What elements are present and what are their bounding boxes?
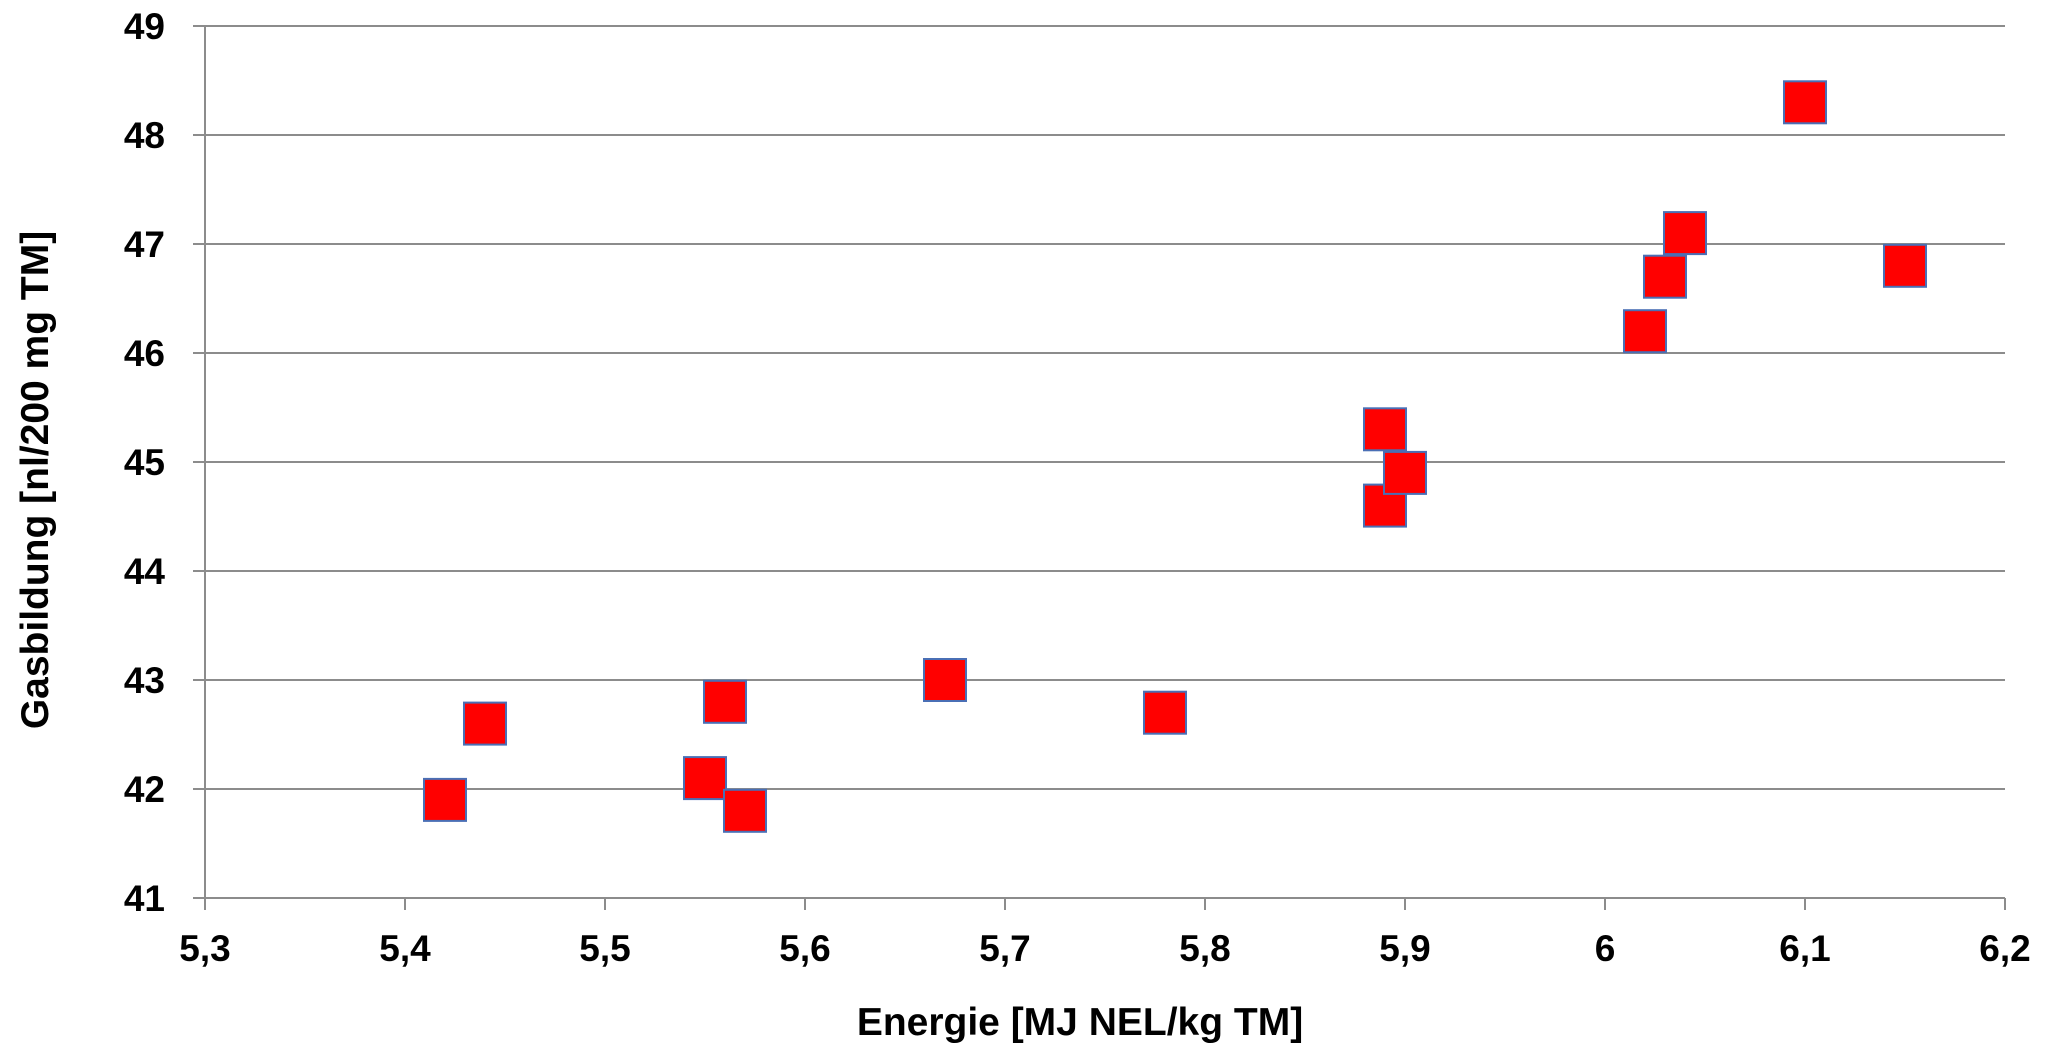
- data-point: [1143, 690, 1187, 735]
- x-tick-label: 5,3: [179, 928, 230, 969]
- x-axis-title: Energie [MJ NEL/kg TM]: [857, 1001, 1303, 1044]
- y-tick-label: 42: [124, 769, 165, 810]
- data-point: [1383, 450, 1427, 495]
- data-point: [1663, 211, 1707, 256]
- y-tick-label: 49: [124, 6, 165, 47]
- data-point: [1783, 80, 1827, 125]
- y-tick-label: 48: [124, 115, 165, 156]
- data-points: [423, 80, 1927, 833]
- tick-labels: 41 42 43 44 45 46 47 48 49 5,3 5,4 5,5 5,6 5,7 5,8 5,9 6…: [124, 6, 2031, 969]
- x-tick-label: 6,2: [1979, 928, 2030, 969]
- gridlines: [205, 25, 2005, 790]
- data-point: [723, 788, 767, 833]
- data-point: [1363, 407, 1407, 452]
- x-tick-label: 5,5: [579, 928, 630, 969]
- y-tick-label: 44: [124, 551, 166, 592]
- x-tick-label: 6,1: [1779, 928, 1830, 969]
- x-tick-label: 5,6: [779, 928, 830, 969]
- x-tick-label: 6: [1595, 928, 1616, 969]
- axes: [193, 25, 2006, 910]
- data-point: [423, 777, 467, 822]
- y-tick-label: 43: [124, 660, 165, 701]
- x-tick-label: 5,4: [379, 928, 431, 969]
- y-tick-label: 46: [124, 333, 165, 374]
- x-tick-label: 5,8: [1179, 928, 1230, 969]
- y-tick-label: 47: [124, 224, 165, 265]
- y-axis-title: Gasbildung [nl/200 mg TM]: [14, 231, 57, 729]
- data-point: [463, 701, 507, 746]
- y-tick-label: 41: [124, 878, 165, 919]
- data-point: [1883, 243, 1927, 288]
- x-tick-label: 5,7: [979, 928, 1030, 969]
- data-point: [923, 658, 967, 702]
- data-point: [683, 756, 727, 801]
- data-point: [703, 679, 747, 724]
- data-point: [1643, 254, 1687, 299]
- y-tick-label: 45: [124, 442, 165, 483]
- data-point: [1623, 309, 1667, 354]
- x-tick-label: 5,9: [1379, 928, 1430, 969]
